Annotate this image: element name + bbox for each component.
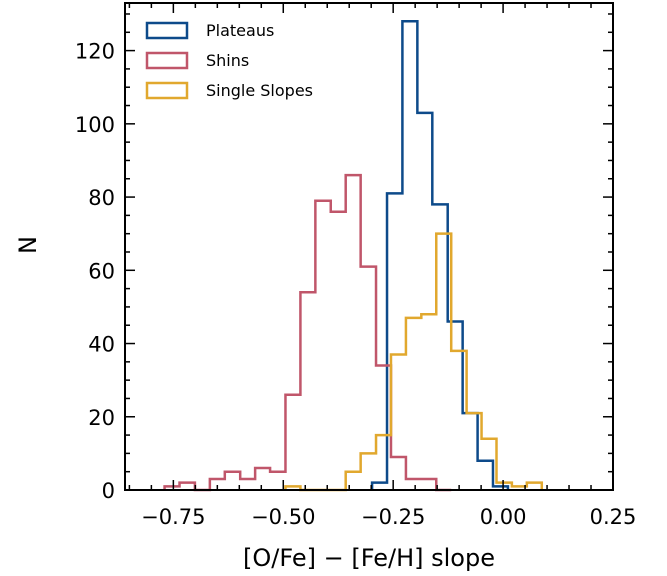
y-tick-label: 20 (88, 406, 115, 430)
plot-frame (124, 2, 614, 491)
legend-swatch-shins (145, 51, 189, 70)
series-plateaus-histogram (370, 20, 510, 490)
y-tick-label: 0 (102, 479, 115, 503)
y-tick-label: 60 (88, 259, 115, 283)
x-tick-label: −0.50 (251, 505, 315, 529)
series-shins-histogram (163, 173, 452, 492)
y-tick-label: 120 (75, 40, 115, 64)
y-axis-label: N (14, 236, 42, 254)
legend-swatch-plateaus (145, 21, 189, 40)
x-axis-label: [O/Fe] − [Fe/H] slope (243, 544, 495, 572)
legend-label-shins: Shins (206, 51, 249, 70)
x-tick-label: −0.25 (361, 505, 425, 529)
x-tick-label: 0.00 (480, 505, 527, 529)
x-tick-label: 0.25 (590, 505, 637, 529)
ticks-layer: −0.75 −0.50 −0.25 0.00 0.25 0 20 40 60 80 100 120 (75, 3, 636, 529)
y-tick-label: 40 (88, 333, 115, 357)
legend-label-plateaus: Plateaus (206, 21, 274, 40)
legend-swatch-single-slopes (145, 81, 189, 100)
x-tick-label: −0.75 (141, 505, 205, 529)
y-tick-label: 100 (75, 113, 115, 137)
legend: Plateaus Shins Single Slopes (145, 21, 313, 100)
legend-label-single-slopes: Single Slopes (206, 81, 313, 100)
y-tick-label: 80 (88, 186, 115, 210)
